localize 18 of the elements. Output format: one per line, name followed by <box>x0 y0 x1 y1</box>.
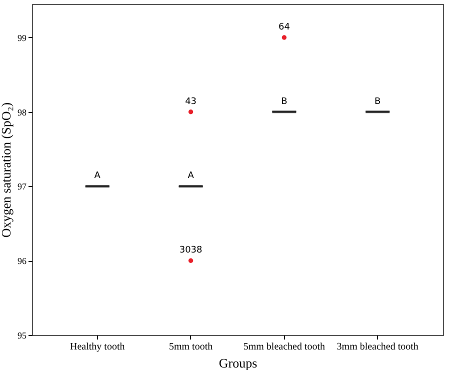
y-tick-label: 98 <box>18 107 27 118</box>
x-tick-label: 5mm tooth <box>168 342 213 352</box>
annotation: 64 <box>278 22 290 32</box>
y-tick-label: 99 <box>18 32 27 43</box>
x-tick-label: 3mm bleached tooth <box>336 342 418 352</box>
y-tick-label: 97 <box>18 182 27 192</box>
annotation: B <box>281 96 288 107</box>
y-axis-title: Oxygen saturation (SpO₂) <box>0 102 14 238</box>
annotation: A <box>188 171 195 182</box>
annotation: A <box>94 171 102 182</box>
y-tick-label: 95 <box>18 330 27 340</box>
annotation: 3038 <box>179 246 203 256</box>
annotation: 43 <box>185 96 197 107</box>
x-tick-label: Healthy tooth <box>70 342 125 352</box>
y-tick-label: 96 <box>18 256 27 266</box>
x-tick-label: 5mm bleached tooth <box>243 342 326 352</box>
x-axis-title: Groups <box>218 356 258 370</box>
annotation: B <box>374 96 381 107</box>
